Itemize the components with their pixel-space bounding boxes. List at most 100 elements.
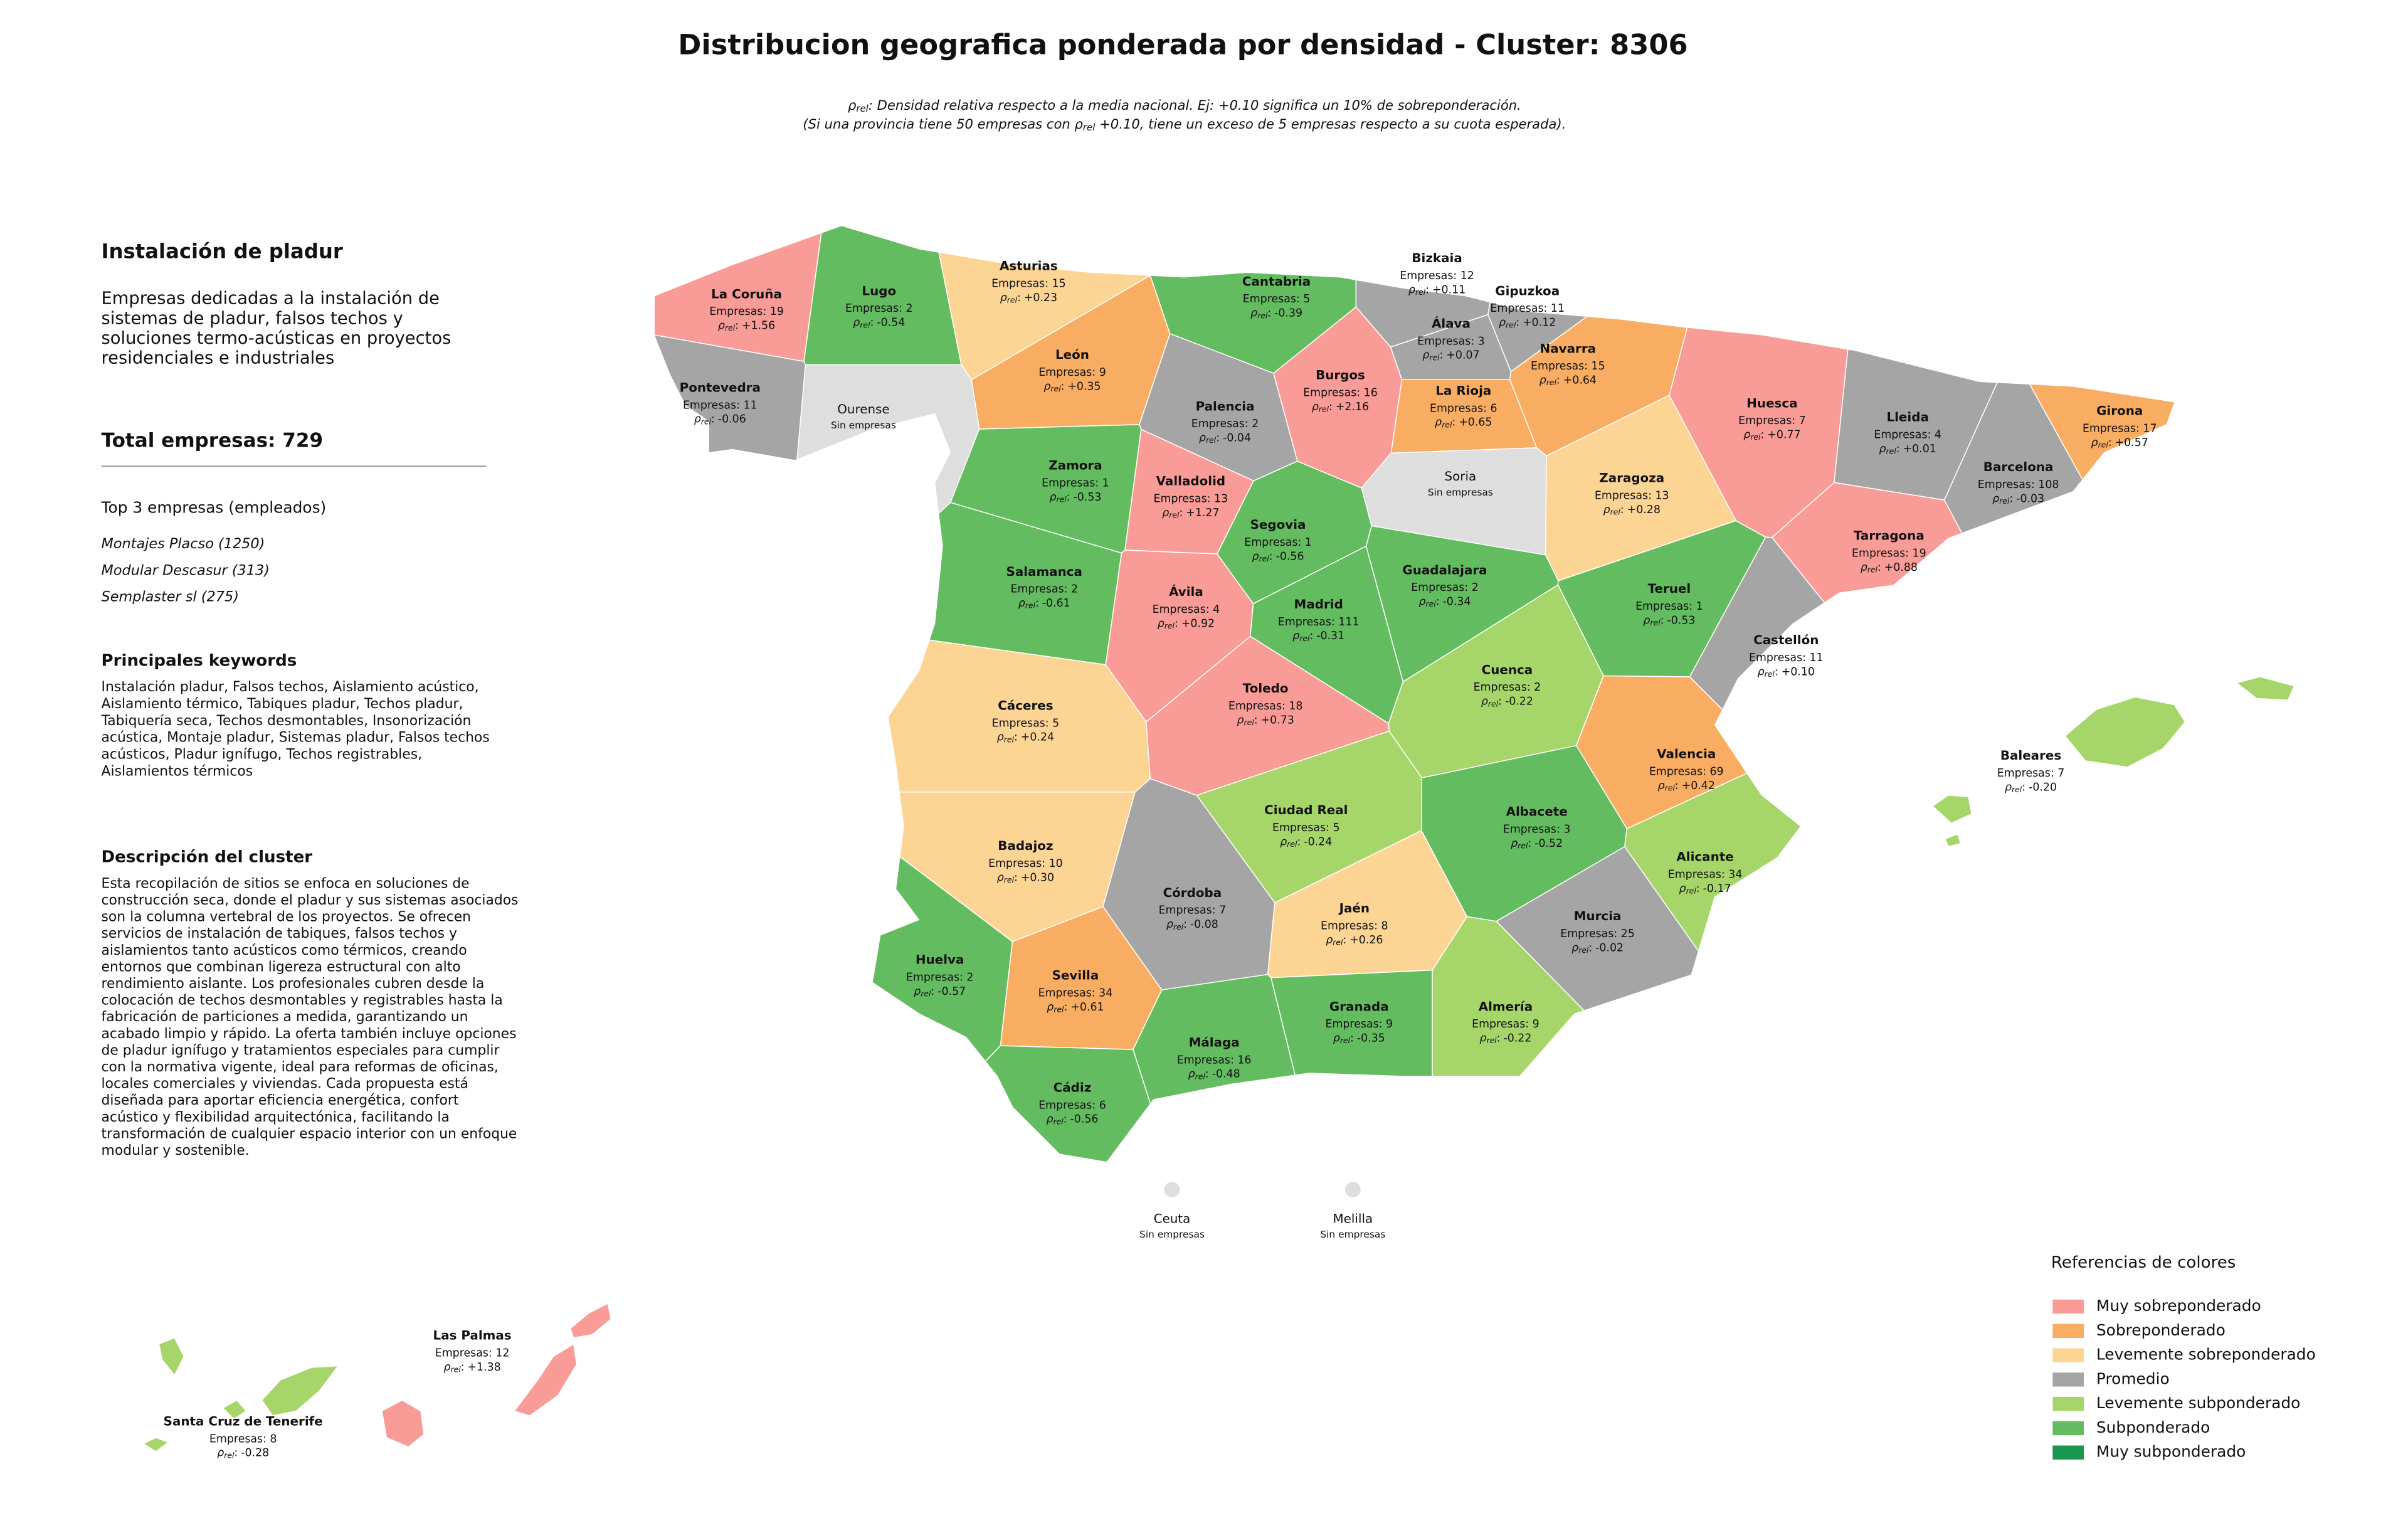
province-rho: ρrel: -0.24 — [1280, 836, 1332, 848]
province-name: La Coruña — [711, 287, 782, 301]
province-count: Empresas: 34 — [1668, 868, 1743, 881]
rho-sub: rel — [1025, 600, 1036, 610]
province-rho: ρrel: -0.61 — [1018, 597, 1070, 610]
rho-sub: rel — [1765, 669, 1775, 679]
rho-symbol: ρ — [1250, 307, 1257, 320]
rho-sub: rel — [450, 1364, 461, 1374]
island-shape — [142, 1437, 169, 1453]
keywords-line: acústicos, Pladur ignífugo, Techos regis… — [102, 747, 423, 763]
province-count: Empresas: 12 — [435, 1347, 510, 1360]
title: Distribucion geografica ponderada por de… — [678, 28, 1687, 61]
province-status: Sin empresas — [1428, 487, 1493, 498]
rho-value: -0.53 — [1667, 614, 1695, 627]
rho-sep: : — [1877, 561, 1881, 574]
rho-value: -0.35 — [1357, 1032, 1385, 1044]
rho-symbol: ρ — [443, 1361, 450, 1374]
rho-value: -0.08 — [1190, 918, 1218, 931]
province-count: Empresas: 13 — [1154, 492, 1228, 505]
rho-sub: rel — [1750, 432, 1761, 442]
province-rho: ρrel: +0.42 — [1658, 780, 1715, 792]
province-name: Las Palmas — [433, 1329, 512, 1343]
province-count: Empresas: 2 — [1411, 581, 1479, 594]
description-line: acústico y flexibilidad arquitectónica, … — [102, 1110, 450, 1125]
rho-sep: : — [1556, 374, 1560, 387]
rho-sep: : — [1297, 836, 1301, 848]
rho-sep: : — [1440, 349, 1444, 362]
rho-value: -0.24 — [1304, 836, 1332, 848]
rho-sep: : — [1254, 714, 1258, 726]
rho-sep: : — [735, 320, 739, 332]
province-count: Empresas: 13 — [1595, 489, 1669, 502]
province-rho: ρrel: -0.56 — [1046, 1113, 1098, 1126]
province-count: Empresas: 9 — [1038, 366, 1106, 379]
description-line: servicios de instalación de tabiques, fa… — [102, 926, 457, 942]
rho-value: -0.57 — [937, 985, 966, 998]
province-rho: ρrel: -0.54 — [853, 317, 905, 329]
total: Total empresas: 729 — [102, 429, 324, 452]
island-shape — [261, 1365, 339, 1416]
rho-sep: : — [1436, 595, 1440, 608]
province-count: Empresas: 2 — [906, 972, 974, 984]
rho-sep: : — [1175, 617, 1178, 630]
description-line: aislamientos tanto acústicos como térmic… — [102, 943, 467, 958]
keywords-heading: Principales keywords — [102, 651, 297, 670]
rho-sub: rel — [725, 323, 736, 332]
province-rho: ρrel: -0.06 — [694, 413, 746, 426]
rho-sub: rel — [1007, 295, 1018, 304]
province-rho: ρrel: +0.57 — [2091, 437, 2148, 449]
rho-sub: rel — [1054, 1004, 1064, 1014]
province-rho: ρrel: +0.35 — [1043, 380, 1101, 393]
rho-sep: : — [870, 317, 874, 329]
rho-value: +0.28 — [1627, 504, 1661, 516]
description-line: Esta recopilación de sitios se enfoca en… — [102, 876, 470, 891]
legend-label: Levemente sobreponderado — [2096, 1345, 2316, 1364]
rho-sep: : — [1343, 934, 1346, 947]
legend-label: Muy sobreponderado — [2096, 1297, 2261, 1315]
city-shape — [1164, 1182, 1180, 1198]
rho-value: +0.77 — [1767, 429, 1800, 442]
rho-sub: rel — [1610, 507, 1621, 516]
province-rho: ρrel: +0.12 — [1499, 317, 1556, 329]
province-rho: ρrel: +2.16 — [1312, 401, 1369, 413]
rho-value: -0.34 — [1443, 595, 1471, 608]
province-name: Tarragona — [1854, 529, 1925, 543]
province-status: Sin empresas — [831, 420, 896, 431]
province-count: Empresas: 12 — [1400, 270, 1474, 282]
province-count: Empresas: 3 — [1503, 823, 1571, 836]
province-rho: ρrel: +0.77 — [1743, 429, 1800, 442]
rho-symbol: ρ — [1422, 349, 1429, 362]
rho-symbol: ρ — [1992, 492, 1999, 505]
rho-symbol: ρ — [1237, 714, 1244, 726]
province-rho: ρrel: +0.88 — [1861, 561, 1918, 574]
rho-sub: rel — [1257, 310, 1268, 320]
legend-label: Sobreponderado — [2096, 1321, 2226, 1339]
province-count: Empresas: 11 — [1749, 652, 1824, 664]
province-count: Empresas: 6 — [1430, 402, 1497, 415]
province-rho: ρrel: -0.35 — [1333, 1032, 1385, 1044]
rho-sep: : — [931, 985, 934, 998]
rho-sub: rel — [860, 320, 870, 329]
province-rho: ρrel: -0.22 — [1481, 696, 1533, 708]
rho-sub: rel — [1050, 384, 1061, 393]
province-name: Santa Cruz de Tenerife — [164, 1414, 323, 1428]
description-heading: Descripción del cluster — [102, 848, 313, 867]
rho-sub: rel — [1173, 921, 1184, 931]
rho-value: +0.35 — [1067, 380, 1101, 393]
province-rho: ρrel: -0.03 — [1992, 492, 2044, 505]
province-name: Zamora — [1048, 459, 1102, 473]
rho-sub: rel — [1195, 1071, 1206, 1081]
rho-symbol: ρ — [1018, 597, 1025, 610]
province-count: Empresas: 108 — [1978, 479, 2059, 491]
rho-sub: rel — [2012, 785, 2022, 794]
province-name: Ceuta — [1154, 1211, 1191, 1226]
rho-symbol: ρ — [1879, 443, 1886, 455]
rho-symbol: ρ — [694, 413, 701, 426]
rho-sep: : — [1064, 1001, 1068, 1014]
legend-label: Muy subponderado — [2096, 1443, 2246, 1461]
rho-value: +0.57 — [2115, 437, 2148, 449]
province-count: Empresas: 7 — [1159, 905, 1227, 917]
island-shape — [1944, 833, 1962, 847]
province-rho: ρrel: -0.02 — [1571, 942, 1624, 954]
map-shapes — [142, 226, 2295, 1453]
